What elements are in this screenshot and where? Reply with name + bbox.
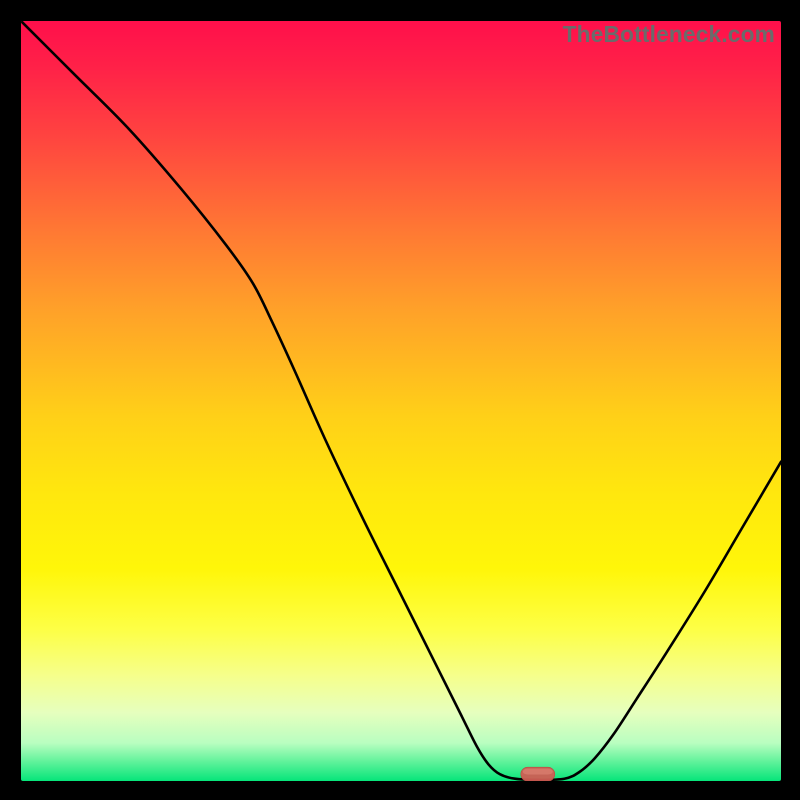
plot-area: TheBottleneck.com	[21, 21, 781, 781]
optimal-marker	[21, 21, 781, 781]
chart-card: TheBottleneck.com	[0, 0, 800, 800]
source-watermark: TheBottleneck.com	[563, 21, 775, 48]
